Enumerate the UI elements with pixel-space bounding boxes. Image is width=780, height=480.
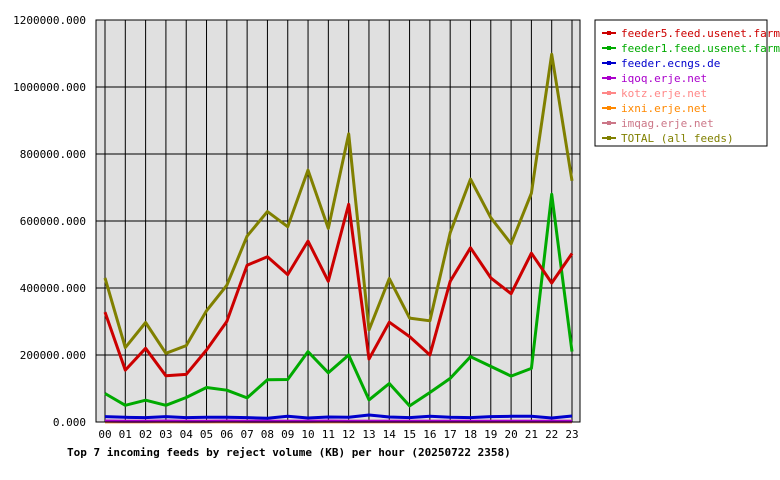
legend-marker: [607, 61, 611, 65]
x-tick-label: 01: [119, 428, 132, 441]
x-tick-label: 00: [98, 428, 111, 441]
series-line-0: [103, 202, 574, 378]
legend-label: imqag.erje.net: [621, 117, 714, 130]
x-tick-label: 22: [545, 428, 558, 441]
legend-label: ixni.erje.net: [621, 102, 707, 115]
series-line-7: [103, 52, 574, 355]
x-tick-label: 03: [159, 428, 172, 441]
plot-border: [95, 19, 581, 423]
x-tick-label: 21: [525, 428, 538, 441]
legend-label: kotz.erje.net: [621, 87, 707, 100]
y-tick-label: 400000.000: [20, 282, 86, 295]
x-tick-label: 20: [504, 428, 517, 441]
y-tick-label: 600000.000: [20, 215, 86, 228]
x-tick-label: 09: [281, 428, 294, 441]
x-tick-label: 18: [464, 428, 477, 441]
y-tick-label: 1200000.000: [13, 14, 86, 27]
x-tick-label: 14: [383, 428, 397, 441]
x-tick-label: 23: [565, 428, 578, 441]
legend-marker: [607, 121, 611, 125]
legend-label: TOTAL (all feeds): [621, 132, 734, 145]
legend-label: feeder5.feed.usenet.farm: [621, 27, 780, 40]
x-tick-label: 06: [220, 428, 233, 441]
y-tick-label: 200000.000: [20, 349, 86, 362]
y-tick-label: 1000000.000: [13, 81, 86, 94]
series-line-2: [104, 413, 573, 420]
legend-marker: [607, 106, 611, 110]
series-line-1: [104, 192, 574, 408]
x-tick-label: 02: [139, 428, 152, 441]
x-tick-label: 16: [423, 428, 436, 441]
legend-marker: [607, 136, 611, 140]
x-tick-label: 11: [322, 428, 335, 441]
chart-title: Top 7 incoming feeds by reject volume (K…: [67, 446, 511, 459]
x-tick-label: 08: [261, 428, 274, 441]
x-tick-label: 17: [444, 428, 457, 441]
y-tick-label: 800000.000: [20, 148, 86, 161]
legend-box: [594, 19, 768, 147]
x-tick-label: 12: [342, 428, 355, 441]
x-tick-label: 19: [484, 428, 497, 441]
x-tick-label: 05: [200, 428, 213, 441]
legend-marker: [607, 31, 611, 35]
y-axis-tick-labels: 0.000 200000.000 400000.000 600000.000 80000…: [13, 14, 86, 429]
legend-label: feeder.ecngs.de: [621, 57, 720, 70]
legend-label: iqoq.erje.net: [621, 72, 707, 85]
legend-marker: [607, 46, 611, 50]
x-axis-tick-labels: 00 01 02 03 04 05 06 07 08 09 10 11 12 13 14 15 16 17 18 19…: [98, 428, 578, 441]
y-tick-label: 0.000: [53, 416, 86, 429]
x-tick-label: 15: [403, 428, 416, 441]
legend-marker: [607, 76, 611, 80]
x-tick-label: 04: [180, 428, 194, 441]
x-tick-label: 10: [301, 428, 314, 441]
legend-marker: [607, 91, 611, 95]
legend-label: feeder1.feed.usenet.farm: [621, 42, 780, 55]
x-tick-label: 07: [241, 428, 254, 441]
legend: feeder5.feed.usenet.farm feeder1.feed.use…: [594, 19, 780, 147]
x-tick-label: 13: [362, 428, 375, 441]
